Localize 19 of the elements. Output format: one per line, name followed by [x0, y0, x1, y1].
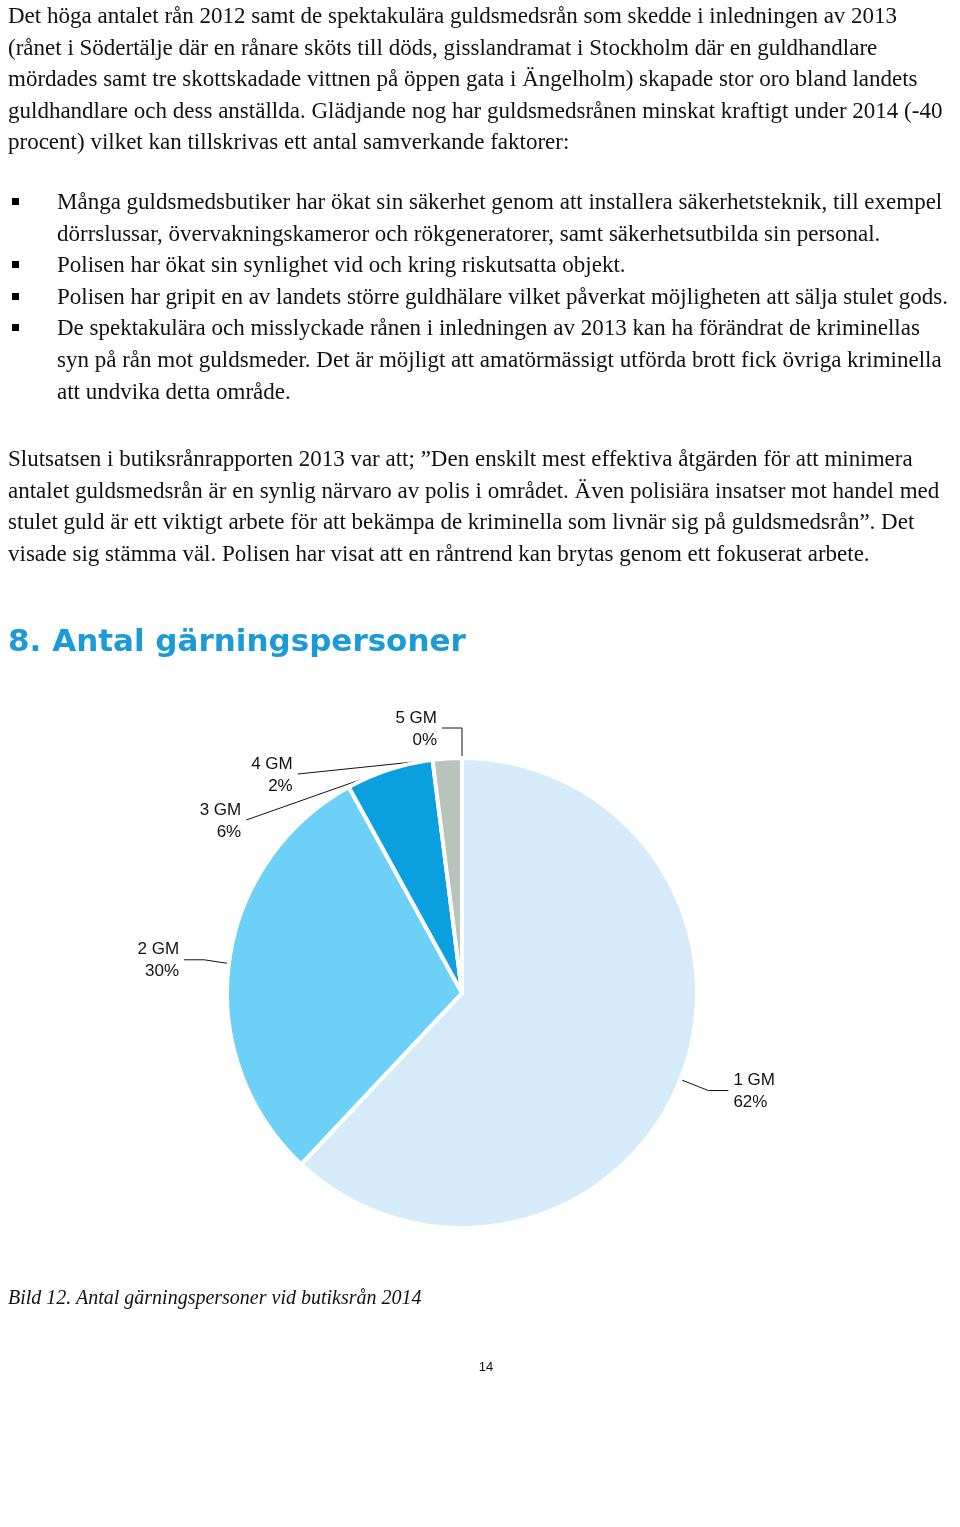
data-label: 30%	[145, 960, 180, 980]
text: Bild 12. Antal gärningspersoner vid butiksrån 2014	[8, 1285, 423, 1309]
text: Polisen har gripit en av landets större guldhälare vilket påverkat möjligheten att sälja stulet gods.	[57, 282, 949, 311]
text: Polisen har ökat sin synlighet vid och kring riskutsatta objekt.	[57, 251, 626, 280]
text: Många guldsmedsbutiker har ökat sin säkerhet genom att installera säkerhetsteknik, till exempel dörrslussar, övervakningskameror och rökgeneratorer, samt säkerhetsutbilda sin personal.	[57, 187, 944, 248]
text: De spektakulära och misslyckade rånen i inledningen av 2013 kan ha förändrat de kriminellas syn på rån mot guldsmeder. Det är möjligt att amatörmässigt utförda brott fick övriga kriminella att undvika detta område.	[57, 314, 943, 406]
slice-label: 1 GM	[733, 1069, 775, 1089]
chart-title: 8. Antal gärningspersoner	[8, 621, 467, 658]
text: 14	[477, 1358, 495, 1374]
category-label: 5 GM	[395, 707, 437, 726]
data-label: 62%	[733, 1091, 768, 1111]
data-label: 6%	[216, 821, 242, 840]
text: Det höga antalet rån 2012 samt de spektakulära guldsmedsrån som skedde i inledningen av 2013 (rånet i Södertälje där en rånare sköts till döds, gisslandramat i Stockholm där en guldhandlare mördades samt tre skottskadade vittnen på öppen gata i Ängelholm) skapade stor oro bland landets guldhandlare och dess anställda. Glädjande nog har guldsmedsrånen minskat kraftigt under 2014 (-40 procent) vilket kan tillskrivas ett antal samverkande faktorer:	[8, 2, 944, 157]
slice-label: 3 GM	[199, 799, 242, 818]
slice-label: 4 GM	[251, 753, 293, 772]
text: 0%	[412, 729, 437, 748]
data-label: 2%	[268, 775, 293, 794]
slice-label: 2 GM	[137, 938, 180, 958]
text: Slutsatsen i butiksrånrapporten 2013 var att; ”Den enskilt mest effektiva åtgärden för att minimera antalet guldsmedsrån är en synlig närvaro av polis i området. Även polisiära insatser mot handel med stulet guld är ett viktigt arbete för att bekämpa de kriminella som livnär sig på guldsmedsrån”. Det visade sig stämma väl. Polisen har visat att en råntrend kan brytas genom ett fokuserat arbete.	[8, 445, 941, 568]
